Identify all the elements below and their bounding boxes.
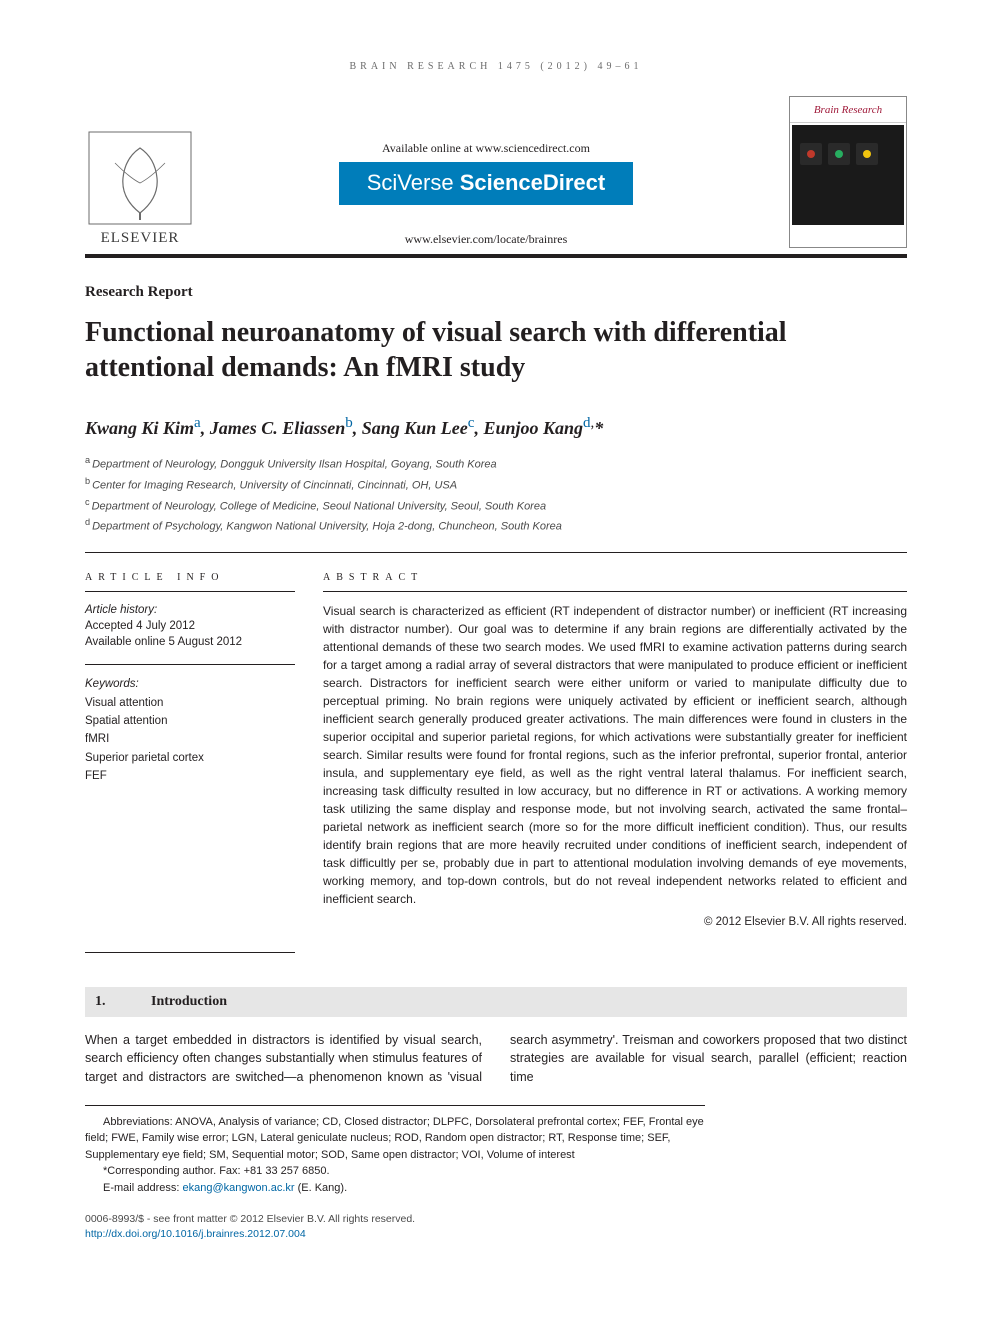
keyword: FEF [85, 767, 295, 785]
sciencedirect-word: ScienceDirect [460, 170, 606, 195]
author-list: Kwang Ki Kima, James C. Eliassenb, Sang … [85, 413, 907, 441]
abstract-text: Visual search is characterized as effici… [323, 602, 907, 908]
article-info-head: ARTICLE INFO [85, 571, 295, 585]
sciverse-word: SciVerse [367, 170, 454, 195]
abbreviations: Abbreviations: ANOVA, Analysis of varian… [85, 1114, 705, 1164]
email-link[interactable]: ekang@kangwon.ac.kr [182, 1182, 294, 1194]
footnotes: Abbreviations: ANOVA, Analysis of varian… [85, 1105, 705, 1197]
section-title: Introduction [151, 992, 227, 1012]
email-suffix: (E. Kang). [295, 1182, 348, 1194]
article-info-column: ARTICLE INFO Article history: Accepted 4… [85, 571, 295, 930]
article-type: Research Report [85, 282, 907, 303]
online-date: Available online 5 August 2012 [85, 634, 295, 650]
journal-cover-thumb: Brain Research [757, 96, 907, 254]
corresponding-author: *Corresponding author. Fax: +81 33 257 6… [85, 1163, 705, 1180]
divider [85, 552, 907, 553]
elsevier-tree-icon: ELSEVIER [85, 128, 195, 248]
divider [85, 664, 295, 665]
publisher-logo: ELSEVIER [85, 128, 215, 254]
journal-cover-title: Brain Research [790, 97, 906, 123]
front-matter-line: 0006-8993/$ - see front matter © 2012 El… [85, 1212, 907, 1227]
footer-meta: 0006-8993/$ - see front matter © 2012 El… [85, 1212, 907, 1241]
abstract-copyright: © 2012 Elsevier B.V. All rights reserved… [323, 914, 907, 930]
elsevier-wordmark: ELSEVIER [101, 230, 180, 246]
journal-url: www.elsevier.com/locate/brainres [225, 231, 747, 248]
divider [85, 952, 295, 953]
abstract-column: ABSTRACT Visual search is characterized … [323, 571, 907, 930]
available-online-text: Available online at www.sciencedirect.co… [225, 140, 747, 157]
keyword: Spatial attention [85, 712, 295, 730]
affiliations: aDepartment of Neurology, Dongguk Univer… [85, 453, 907, 536]
journal-cover-image [792, 125, 904, 225]
keywords-label: Keywords: [85, 675, 295, 693]
email-line: E-mail address: ekang@kangwon.ac.kr (E. … [85, 1180, 705, 1197]
divider [85, 591, 295, 592]
affiliation-line: dDepartment of Psychology, Kangwon Natio… [85, 515, 907, 536]
affiliation-line: cDepartment of Neurology, College of Med… [85, 495, 907, 516]
body-two-column: When a target embedded in distractors is… [85, 1031, 907, 1087]
keyword: Superior parietal cortex [85, 749, 295, 767]
keyword: Visual attention [85, 694, 295, 712]
affiliation-line: bCenter for Imaging Research, University… [85, 474, 907, 495]
affiliation-line: aDepartment of Neurology, Dongguk Univer… [85, 453, 907, 474]
email-label: E-mail address: [103, 1182, 182, 1194]
divider [323, 591, 907, 592]
accepted-date: Accepted 4 July 2012 [85, 618, 295, 634]
masthead-center: Available online at www.sciencedirect.co… [215, 140, 757, 254]
sciverse-brand: SciVerse ScienceDirect [339, 162, 633, 205]
running-head: BRAIN RESEARCH 1475 (2012) 49–61 [85, 60, 907, 74]
doi-link[interactable]: http://dx.doi.org/10.1016/j.brainres.201… [85, 1228, 306, 1240]
section-heading: 1. Introduction [85, 987, 907, 1017]
keyword: fMRI [85, 730, 295, 748]
article-title: Functional neuroanatomy of visual search… [85, 315, 907, 385]
article-history-label: Article history: [85, 602, 295, 618]
abstract-head: ABSTRACT [323, 571, 907, 585]
section-number: 1. [95, 992, 151, 1012]
masthead: ELSEVIER Available online at www.science… [85, 96, 907, 258]
keywords-list: Visual attentionSpatial attentionfMRISup… [85, 694, 295, 786]
